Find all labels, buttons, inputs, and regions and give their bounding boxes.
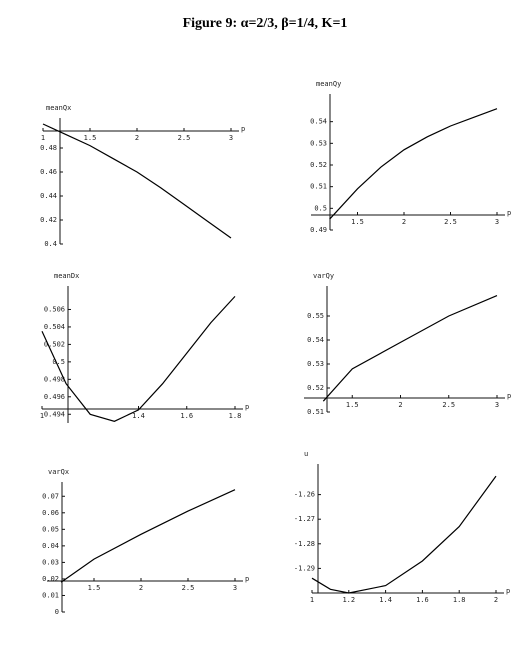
y-tick-label: 0.494 [44,410,65,418]
y-tick-label: -1.29 [294,564,315,572]
y-tick-label: 0.504 [44,323,65,331]
x-tick-label: 1.8 [229,412,242,420]
y-tick-label: 0.06 [42,509,59,517]
x-tick-label: 1.6 [180,412,193,420]
y-tick-label: 0.51 [310,183,327,191]
curve [329,108,498,220]
x-axis-label: p [245,403,249,411]
y-axis-label: varQx [48,468,69,476]
figure-title: Figure 9: α=2/3, β=1/4, K=1 [183,16,348,31]
x-tick-label: 1.5 [351,218,364,226]
y-axis-label: meanQy [316,80,341,88]
x-tick-label: 2 [494,596,498,604]
x-tick-label: 2.5 [182,584,195,592]
y-axis-label: u [304,450,308,458]
y-tick-label: 0.05 [42,525,59,533]
y-tick-label: 0.01 [42,591,59,599]
y-tick-label: 0.42 [40,216,57,224]
curve [60,489,236,583]
x-tick-label: 3 [233,584,237,592]
x-tick-label: 1.2 [342,596,355,604]
curve [42,123,232,239]
x-tick-label: 1 [41,134,45,142]
x-tick-label: 3 [229,134,233,142]
x-tick-label: 1 [40,412,44,420]
x-axis-label: p [507,209,511,217]
y-tick-label: -1.26 [294,491,315,499]
y-tick-label: 0.53 [307,360,324,368]
y-tick-label: 0 [55,608,59,616]
x-tick-label: 2 [402,218,406,226]
y-tick-label: 0.04 [42,542,59,550]
y-axis-label: varQy [313,272,334,280]
y-tick-label: 0.02 [42,575,59,583]
x-tick-label: 1.6 [416,596,429,604]
y-tick-label: 0.51 [307,408,324,416]
y-tick-label: 0.54 [310,118,327,126]
x-tick-label: 1.8 [453,596,466,604]
x-tick-label: 2.5 [178,134,191,142]
y-tick-label: 0.48 [40,144,57,152]
y-tick-label: 0.03 [42,558,59,566]
y-axis-label: meanDx [54,272,79,280]
y-tick-label: -1.28 [294,540,315,548]
x-tick-label: 1.4 [132,412,145,420]
y-tick-label: 0.46 [40,168,57,176]
x-tick-label: 1.5 [84,134,97,142]
x-tick-label: 2.5 [444,218,457,226]
y-tick-label: 0.53 [310,139,327,147]
x-tick-label: 1.5 [88,584,101,592]
x-tick-label: 1 [310,596,314,604]
y-tick-label: 0.498 [44,375,65,383]
x-tick-label: 2 [398,401,402,409]
y-tick-label: 0.52 [307,384,324,392]
x-tick-label: 2 [135,134,139,142]
curve [322,295,498,402]
y-axis-label: meanQx [46,104,71,112]
y-tick-label: 0.506 [44,305,65,313]
x-tick-label: 1.5 [346,401,359,409]
curve [41,295,236,422]
x-tick-label: 3 [495,218,499,226]
y-tick-label: 0.52 [310,161,327,169]
y-tick-label: 0.49 [310,226,327,234]
y-tick-label: 0.4 [44,240,57,248]
x-tick-label: 2.5 [442,401,455,409]
curve [311,475,497,594]
x-axis-label: p [507,392,511,400]
y-tick-label: 0.502 [44,340,65,348]
y-tick-label: 0.496 [44,393,65,401]
x-tick-label: 2 [139,584,143,592]
x-tick-label: 1.4 [379,596,392,604]
y-tick-label: 0.07 [42,492,59,500]
y-tick-label: 0.44 [40,192,57,200]
y-tick-label: -1.27 [294,515,315,523]
y-tick-label: 0.5 [314,204,327,212]
x-axis-label: p [506,587,510,595]
y-tick-label: 0.54 [307,336,324,344]
y-tick-label: 0.55 [307,312,324,320]
x-axis-label: p [241,125,245,133]
y-tick-label: 0.5 [52,358,65,366]
x-axis-label: p [245,575,249,583]
x-tick-label: 3 [495,401,499,409]
